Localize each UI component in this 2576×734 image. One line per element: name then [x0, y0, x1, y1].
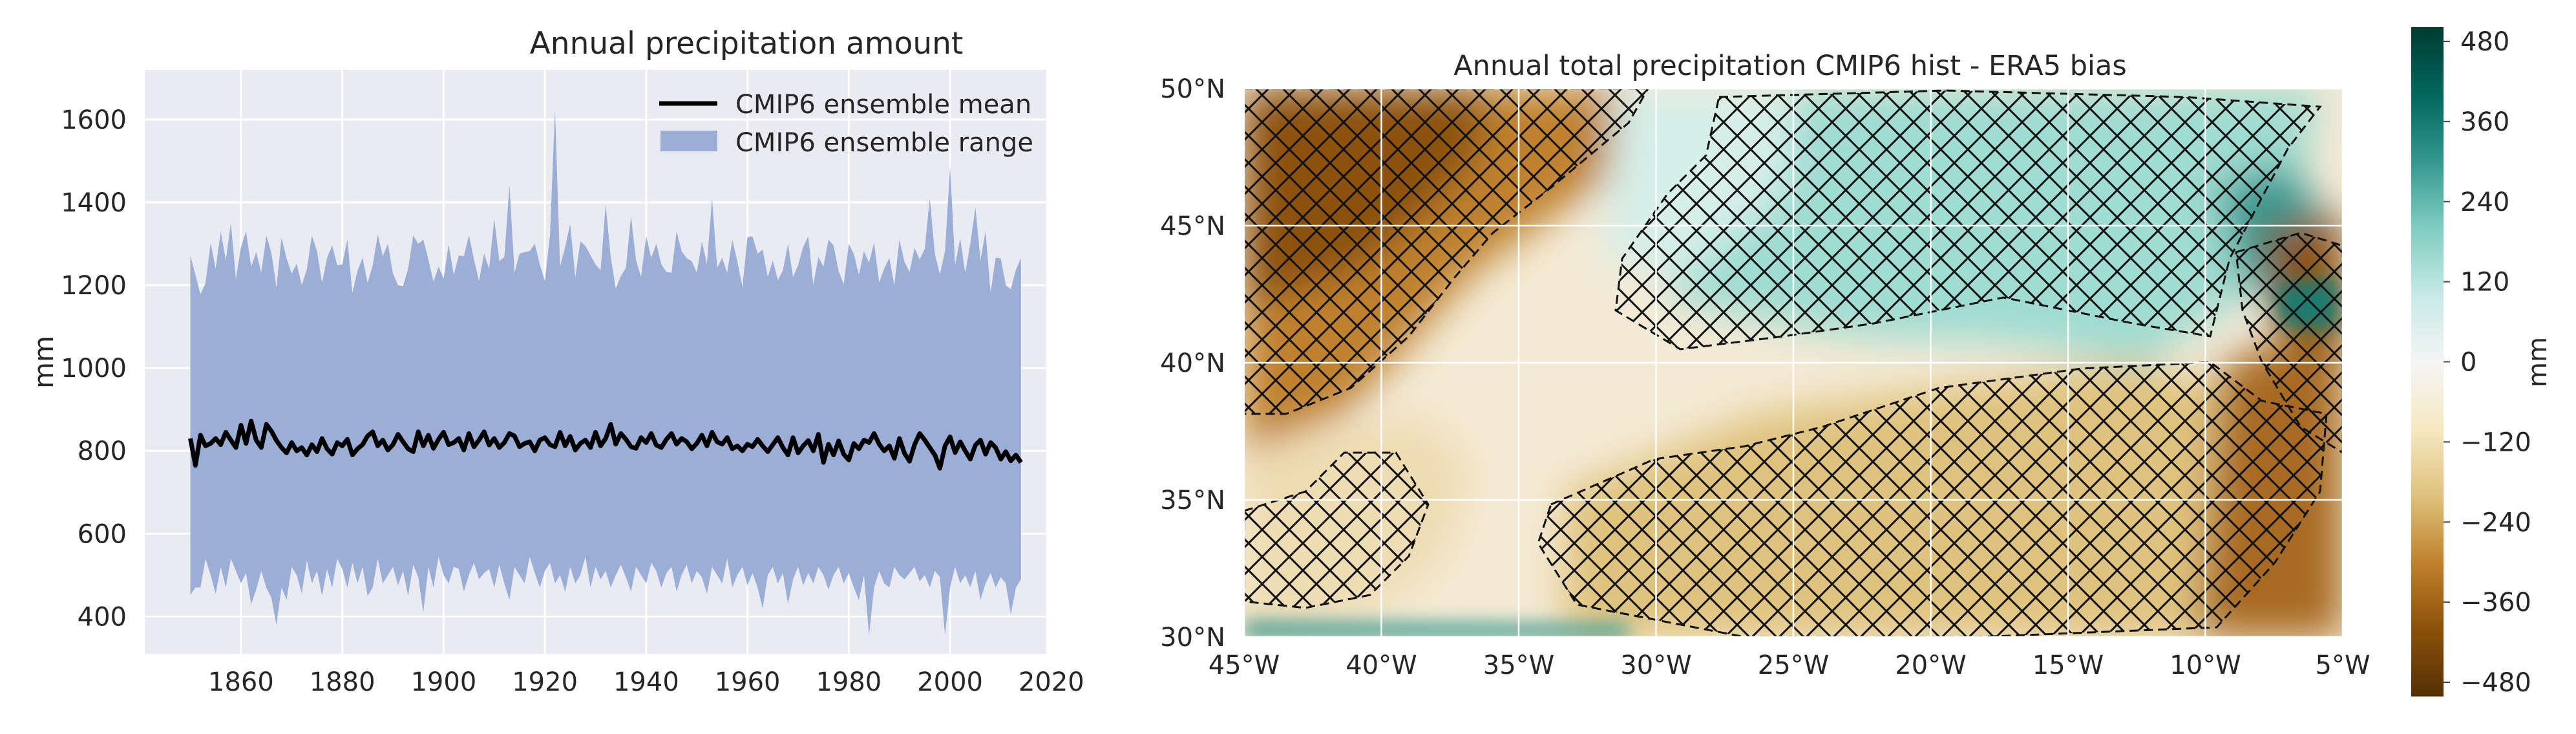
map-x-tick-label: 10°W [2170, 651, 2241, 680]
line-x-tick-label: 1960 [715, 667, 781, 697]
colorbar-tick-label: −120 [2460, 427, 2531, 457]
map-y-tick-label: 30°N [1160, 623, 1225, 653]
map-x-tick-label: 5°W [2316, 651, 2370, 680]
line-y-tick-label: 600 [78, 519, 127, 549]
line-x-tick-label: 2020 [1019, 667, 1084, 697]
colorbar-tick-label: 0 [2460, 348, 2476, 378]
line-x-ticks: 1860 1880 1900 1920 1940 1960 1980 2000 2020 [208, 667, 1084, 697]
colorbar-tick-label: 240 [2460, 188, 2509, 217]
hatch-iberia [2235, 232, 2343, 454]
hatch-northeast [1614, 89, 2322, 351]
colorbar-tick-label: −360 [2460, 588, 2531, 618]
line-y-tick-label: 1200 [61, 271, 127, 301]
colorbar-tick-label: 480 [2460, 27, 2509, 57]
line-y-tick-label: 1000 [61, 354, 127, 383]
map-title: Annual total precipitation CMIP6 hist - … [1453, 50, 2127, 82]
line-y-tick-label: 800 [78, 437, 127, 466]
colorbar-label: mm [2523, 337, 2553, 387]
map-x-tick-label: 15°W [2032, 651, 2104, 680]
colorbar-ticks: 480 360 240 120 0 −120 −240 −360 −480 [2444, 27, 2531, 698]
map-x-tick-label: 25°W [1758, 651, 1829, 680]
map-x-tick-label: 30°W [1620, 651, 1691, 680]
map-y-tick-label: 35°N [1160, 486, 1225, 515]
hatch-northwest [1244, 89, 1649, 415]
line-y-ticks: 400 600 800 1000 1200 1400 1600 [61, 105, 127, 632]
line-x-tick-label: 2000 [917, 667, 983, 697]
line-x-tick-label: 1920 [512, 667, 578, 697]
map-y-tick-label: 50°N [1160, 74, 1225, 104]
map-x-tick-label: 40°W [1346, 651, 1417, 680]
line-x-tick-label: 1940 [613, 667, 679, 697]
map-frame [1243, 88, 2343, 638]
line-y-tick-label: 400 [78, 602, 127, 632]
map-y-tick-label: 40°N [1160, 349, 1225, 378]
legend-range-label: CMIP6 ensemble range [735, 128, 1033, 158]
teal-strip-south [1244, 622, 1629, 637]
colorbar: 480 360 240 120 0 −120 −240 −360 −480 mm [2411, 27, 2553, 698]
line-x-tick-label: 1860 [208, 667, 274, 697]
line-chart: Annual precipitation amount 1860 1880 1900… [28, 26, 1084, 697]
ensemble-mean-line [188, 418, 1023, 471]
legend-range-swatch [660, 131, 717, 151]
map-x-ticks: 45°W 40°W 35°W 30°W 25°W 20°W 15°W 10°W 5°W [1209, 651, 2370, 680]
colorbar-tick-label: 360 [2460, 107, 2509, 137]
map-y-ticks: 50°N 45°N 40°N 35°N 30°N [1160, 74, 1225, 653]
map-x-tick-label: 20°W [1895, 651, 1966, 680]
colorbar-tick-label: 120 [2460, 268, 2509, 297]
line-x-tick-label: 1900 [410, 667, 476, 697]
line-y-tick-label: 1600 [61, 105, 127, 135]
ensemble-range-band [190, 109, 1021, 636]
map-y-tick-label: 45°N [1160, 211, 1225, 241]
colorbar-tick-label: −240 [2460, 508, 2531, 537]
line-legend: CMIP6 ensemble mean CMIP6 ensemble range [659, 90, 1033, 158]
legend-mean-label: CMIP6 ensemble mean [735, 90, 1031, 120]
colorbar-tick-label: −480 [2460, 668, 2531, 698]
line-x-tick-label: 1880 [310, 667, 375, 697]
line-y-axis-label: mm [28, 336, 59, 389]
line-y-tick-label: 1400 [61, 188, 127, 218]
bias-map: Annual total precipitation CMIP6 hist - … [1160, 27, 2553, 698]
line-chart-title: Annual precipitation amount [530, 26, 964, 61]
map-x-tick-label: 35°W [1483, 651, 1554, 680]
colorbar-bar [2411, 27, 2444, 696]
line-x-tick-label: 1980 [816, 667, 882, 697]
map-x-tick-label: 45°W [1209, 651, 1280, 680]
